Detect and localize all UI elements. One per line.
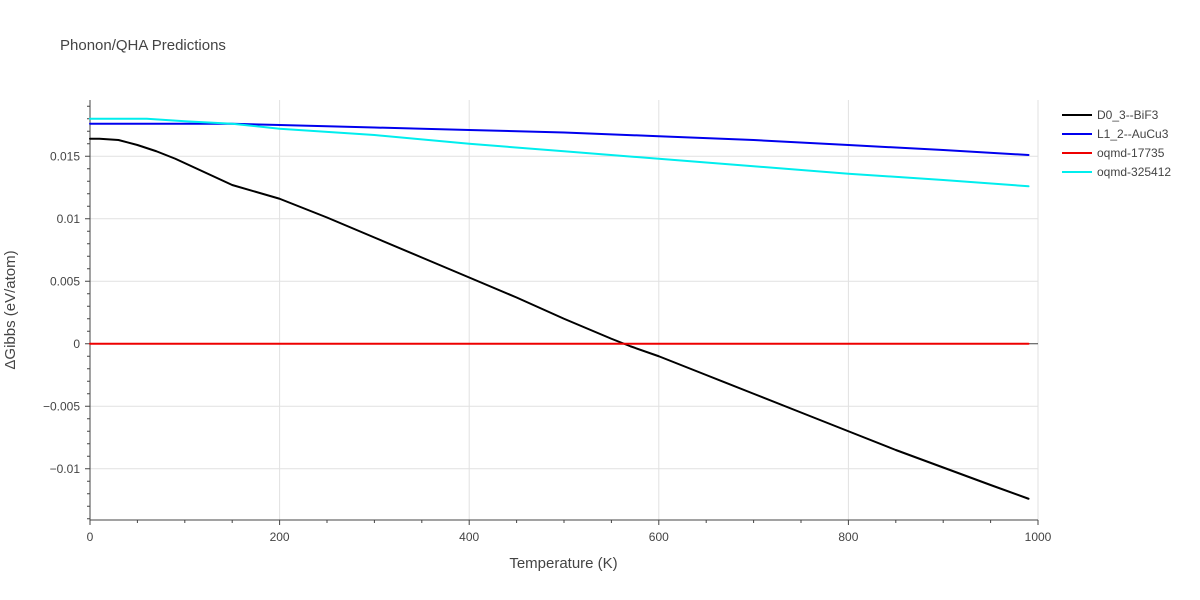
y-tick-label: 0.01 [57, 212, 81, 226]
axis-layer: 0 200 400 600 800 1000 −0.01 −0.005 0 0.005 0.01 0.… [43, 100, 1052, 544]
x-axis-title: Temperature (K) [509, 555, 617, 572]
grid-layer [90, 100, 1039, 520]
y-tick-label: −0.01 [50, 462, 81, 476]
series-line-oqmd-325412[interactable] [89, 117, 1030, 188]
y-tick-label: 0.005 [50, 274, 80, 288]
x-tick-label: 200 [270, 530, 290, 544]
x-tick-label: 800 [838, 530, 858, 544]
y-tick-label: 0 [73, 337, 80, 351]
y-axis-title: ΔGibbs (eV/atom) [2, 250, 19, 369]
legend-item[interactable]: oqmd-17735 [1062, 146, 1165, 160]
legend-item[interactable]: oqmd-325412 [1062, 165, 1171, 179]
x-tick-label: 0 [87, 530, 94, 544]
legend-item[interactable]: D0_3--BiF3 [1062, 108, 1159, 122]
series-layer [89, 117, 1030, 500]
legend-label: oqmd-325412 [1097, 165, 1171, 179]
series-line-D0_3--BiF3[interactable] [89, 137, 1030, 500]
chart-title: Phonon/QHA Predictions [60, 37, 226, 54]
legend[interactable]: D0_3--BiF3 L1_2--AuCu3 oqmd-17735 oqmd-3254… [1062, 108, 1171, 179]
legend-item[interactable]: L1_2--AuCu3 [1062, 127, 1169, 141]
legend-label: D0_3--BiF3 [1097, 108, 1159, 122]
x-tick-label: 600 [649, 530, 669, 544]
x-tick-label: 1000 [1025, 530, 1052, 544]
x-tick-label: 400 [459, 530, 479, 544]
legend-label: oqmd-17735 [1097, 146, 1165, 160]
legend-label: L1_2--AuCu3 [1097, 127, 1169, 141]
y-tick-label: −0.005 [43, 399, 80, 413]
series-line-L1_2--AuCu3[interactable] [89, 122, 1030, 156]
y-tick-label: 0.015 [50, 149, 80, 163]
